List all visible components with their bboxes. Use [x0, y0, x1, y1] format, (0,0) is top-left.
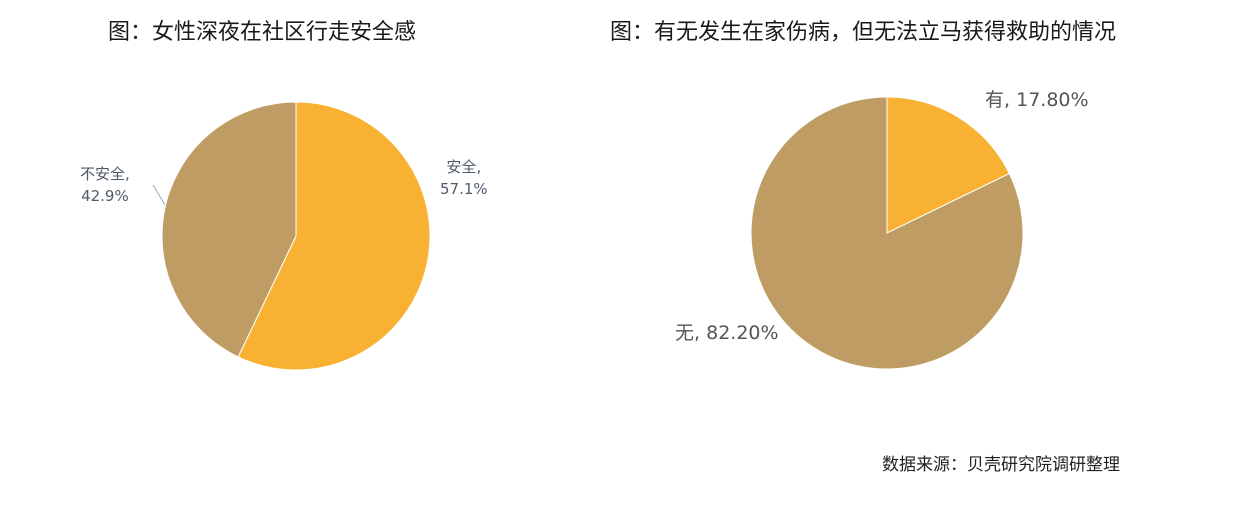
slice-label-unsafe: 不安全, 42.9% [80, 163, 130, 207]
slice-label-unsafe-name: 不安全 [80, 165, 126, 183]
slice-label-no-value: 82.20% [706, 322, 779, 344]
chart-title-injury: 图：有无发生在家伤病，但无法立马获得救助的情况 [610, 20, 1117, 45]
slice-label-yes-name: 有 [985, 89, 1005, 111]
pie-safety-slice-1 [161, 101, 297, 358]
slice-label-yes-value: 17.80% [1016, 89, 1089, 111]
label-separator: , [476, 158, 482, 176]
leader-line-unsafe [152, 184, 166, 206]
slice-label-no-name: 无 [675, 322, 695, 344]
slice-label-unsafe-value: 42.9% [81, 187, 129, 205]
pie-safety-slice-0 [237, 101, 431, 371]
label-separator: , [694, 322, 707, 344]
pie-injury-slice-1 [750, 96, 1024, 370]
data-source-note: 数据来源：贝壳研究院调研整理 [882, 455, 1120, 475]
slice-label-yes: 有, 17.80% [985, 89, 1089, 111]
label-separator: , [1004, 89, 1017, 111]
pie-injury-slice-0 [886, 96, 1010, 234]
slice-label-safe-name: 安全 [446, 158, 477, 176]
slice-label-safe-value: 57.1% [440, 180, 488, 198]
slice-label-safe: 安全, 57.1% [440, 156, 488, 200]
label-separator: , [125, 165, 130, 183]
slice-label-no: 无, 82.20% [675, 322, 779, 344]
chart-title-safety: 图：女性深夜在社区行走安全感 [108, 20, 417, 45]
